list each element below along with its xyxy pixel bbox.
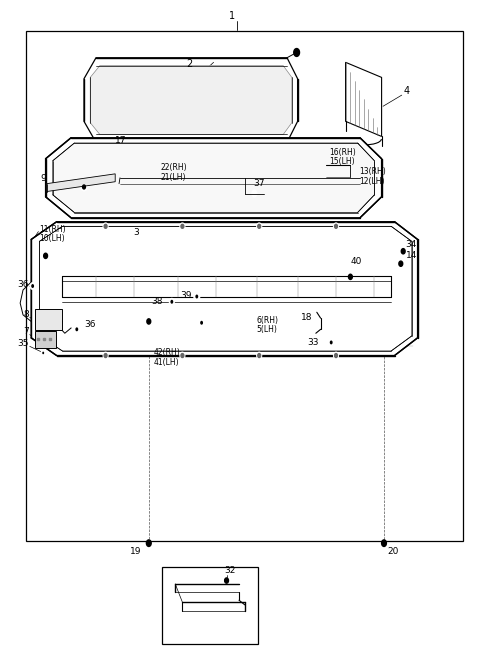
Circle shape <box>252 190 257 197</box>
Text: 9: 9 <box>40 174 46 183</box>
Circle shape <box>401 249 405 254</box>
Circle shape <box>335 224 337 228</box>
Circle shape <box>334 223 338 230</box>
Circle shape <box>200 321 203 325</box>
Circle shape <box>44 253 48 258</box>
Text: 10(LH): 10(LH) <box>39 234 65 243</box>
Text: 37: 37 <box>253 179 265 188</box>
Circle shape <box>74 326 79 333</box>
Circle shape <box>103 352 108 359</box>
Text: 36: 36 <box>17 279 29 289</box>
Text: 16(RH): 16(RH) <box>329 148 356 157</box>
Circle shape <box>181 224 184 228</box>
Text: 14: 14 <box>406 251 417 260</box>
Text: 40: 40 <box>350 257 362 266</box>
Circle shape <box>258 224 261 228</box>
Circle shape <box>30 283 35 289</box>
Polygon shape <box>31 222 418 356</box>
Circle shape <box>194 293 200 300</box>
Circle shape <box>348 274 352 279</box>
Text: 34: 34 <box>406 239 417 249</box>
Polygon shape <box>46 138 382 218</box>
Text: 17: 17 <box>115 136 127 145</box>
Text: 39: 39 <box>180 291 192 300</box>
Polygon shape <box>346 62 382 136</box>
Text: 33: 33 <box>308 338 319 347</box>
Text: 4: 4 <box>403 85 409 96</box>
Circle shape <box>146 540 151 546</box>
Bar <box>35 331 56 348</box>
Text: 20: 20 <box>388 546 399 556</box>
Circle shape <box>334 352 338 359</box>
Circle shape <box>181 354 184 358</box>
Text: 8: 8 <box>23 310 29 319</box>
Circle shape <box>180 223 185 230</box>
Text: 35: 35 <box>17 338 29 348</box>
Circle shape <box>81 183 87 191</box>
Text: 5(LH): 5(LH) <box>257 325 277 334</box>
Circle shape <box>204 604 208 609</box>
Text: 11(RH): 11(RH) <box>39 225 66 234</box>
Bar <box>26 31 463 541</box>
Polygon shape <box>84 58 298 142</box>
Circle shape <box>335 354 337 358</box>
Polygon shape <box>53 143 374 213</box>
Text: 36: 36 <box>84 320 96 329</box>
Circle shape <box>31 284 34 288</box>
Text: 22(RH): 22(RH) <box>161 163 187 173</box>
Text: 13(RH): 13(RH) <box>359 167 386 176</box>
Circle shape <box>83 185 85 189</box>
Text: 12(LH): 12(LH) <box>359 176 384 186</box>
Circle shape <box>199 319 204 327</box>
Circle shape <box>225 578 228 583</box>
Circle shape <box>147 319 151 324</box>
Text: 2: 2 <box>186 59 192 70</box>
Circle shape <box>42 352 44 354</box>
Circle shape <box>257 223 262 230</box>
Polygon shape <box>39 226 412 351</box>
Circle shape <box>195 295 198 298</box>
Circle shape <box>104 354 107 358</box>
Circle shape <box>170 300 173 304</box>
Circle shape <box>329 339 334 346</box>
Circle shape <box>399 261 403 266</box>
Circle shape <box>75 327 78 331</box>
Circle shape <box>258 354 261 358</box>
Circle shape <box>103 223 108 230</box>
Bar <box>162 567 258 644</box>
Circle shape <box>180 352 185 359</box>
Text: 38: 38 <box>152 297 163 306</box>
Polygon shape <box>90 66 292 134</box>
Text: 21(LH): 21(LH) <box>161 173 186 182</box>
Bar <box>35 309 62 330</box>
Text: 41(LH): 41(LH) <box>154 358 179 367</box>
Circle shape <box>104 224 107 228</box>
Text: 32: 32 <box>225 566 236 575</box>
Text: 42(RH): 42(RH) <box>154 348 180 358</box>
Circle shape <box>169 298 174 305</box>
Text: 6(RH): 6(RH) <box>257 316 279 325</box>
Circle shape <box>41 350 45 356</box>
Text: 15(LH): 15(LH) <box>329 157 354 166</box>
Text: 18: 18 <box>300 313 312 322</box>
Text: 1: 1 <box>229 10 235 21</box>
Polygon shape <box>47 174 115 192</box>
Text: 7: 7 <box>23 327 29 337</box>
Text: 19: 19 <box>130 546 142 556</box>
Circle shape <box>257 352 262 359</box>
Text: 3: 3 <box>133 228 139 237</box>
Circle shape <box>330 340 333 344</box>
Circle shape <box>294 49 300 56</box>
Circle shape <box>382 540 386 546</box>
